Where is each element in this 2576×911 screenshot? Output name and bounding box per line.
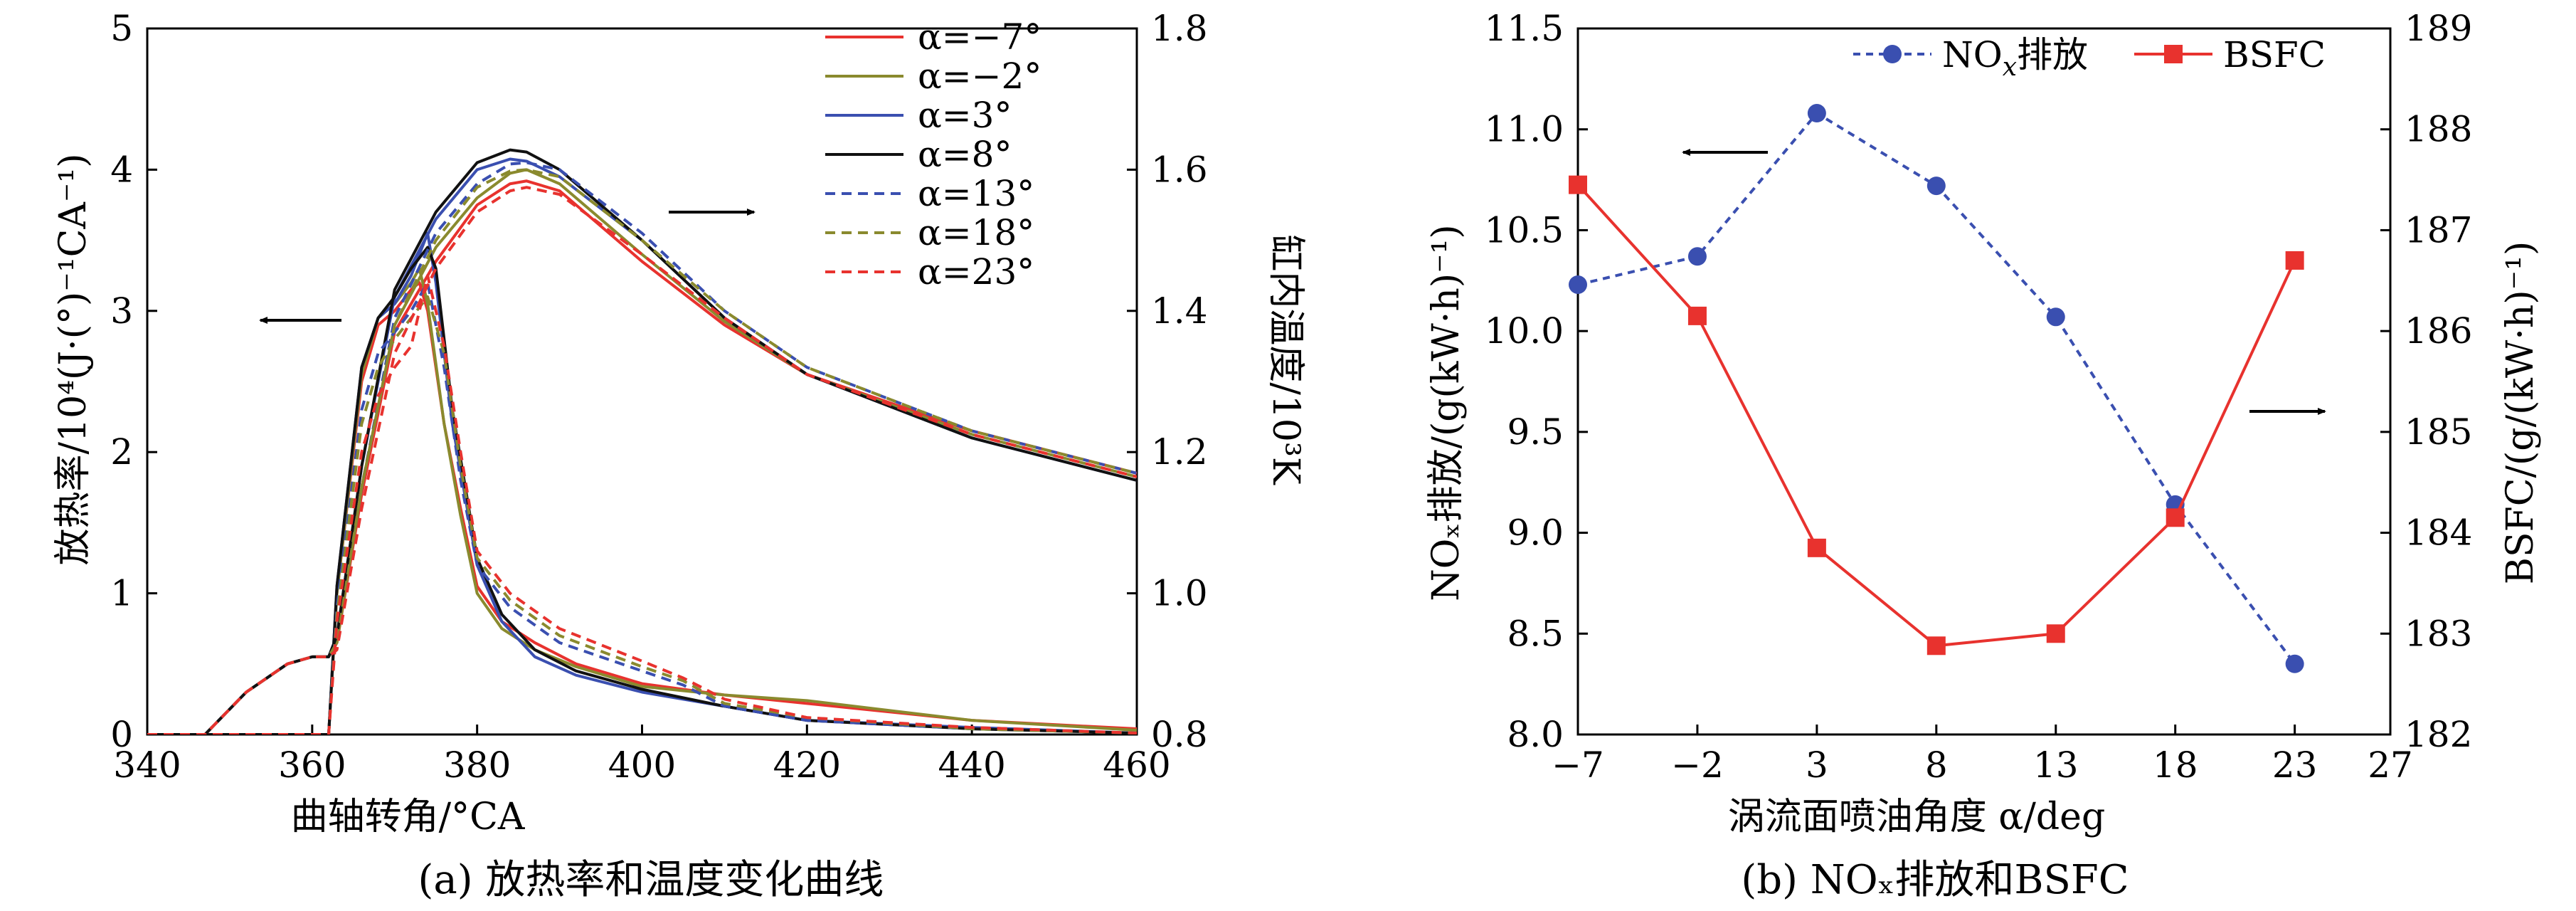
panel-b-ytick-left-label: 10.0 <box>1485 310 1564 352</box>
panel-b-axes <box>1576 27 2392 736</box>
panel-a-series-1-heat-release-line <box>147 281 1137 734</box>
panel-b-bsfc-point <box>1569 175 1587 194</box>
panel-b-ytick-right-label: 186 <box>2405 310 2472 352</box>
panel-a-xtick-label: 440 <box>938 744 1005 786</box>
panel-b-nox-point <box>1569 275 1587 294</box>
panel-b-legend: NOx排放 BSFC <box>1853 34 2326 82</box>
panel-b-frame <box>1576 27 2392 736</box>
panel-b-ytick-right-label: 188 <box>2405 109 2472 150</box>
panel-b-plot-area <box>1569 104 2304 673</box>
panel-a-xtick-label: 360 <box>278 744 346 786</box>
panel-b-ytick-right-label: 182 <box>2405 714 2472 755</box>
panel-a-legend: α=−7°α=−2°α=3°α=8°α=13°α=18°α=23° <box>825 16 1041 293</box>
panel-b-ytick-left-label: 10.5 <box>1485 209 1564 251</box>
panel-b-ytick-left-label: 8.5 <box>1507 613 1564 654</box>
panel-a-plot-area <box>147 148 1137 734</box>
panel-a-legend-label: α=13° <box>918 173 1034 214</box>
panel-a-ytick-left-label: 1 <box>110 573 133 614</box>
panel-a-axes <box>146 27 1138 736</box>
panel-b-xlabel: 涡流面喷油角度 α/deg <box>1728 796 2106 838</box>
panel-b-ylabel-right: BSFC/(g/(kW·h)⁻¹) <box>2499 241 2542 584</box>
panel-a-legend-label: α=−7° <box>918 16 1041 58</box>
panel-a-xtick-label: 380 <box>443 744 511 786</box>
panel-b-series-2-line <box>1576 184 2296 648</box>
panel-b-ytick-right-label: 184 <box>2405 512 2472 554</box>
panel-a-xtick-label: 420 <box>773 744 841 786</box>
panel-b-nox-point <box>2285 654 2304 673</box>
panel-a-series-group <box>147 148 1137 734</box>
panel-b-series-1-line <box>1577 111 2296 665</box>
panel-b-nox-bsfc: −7 −2 3 8 13 18 23 27 8.0 8.5 9.0 9.5 10.0 10.5 11.0 11… <box>1425 8 2542 903</box>
panel-a-series-7-temperature-line <box>147 186 1137 734</box>
panel-a-xlabel: 曲轴转角/°CA <box>291 796 526 838</box>
panel-a-ytick-right-label: 1.0 <box>1151 573 1208 614</box>
panel-b-bsfc-point <box>1926 636 1946 655</box>
panel-a-series-2-heat-release-line <box>147 267 1137 734</box>
panel-a-ytick-right-label: 1.4 <box>1151 290 1208 332</box>
panel-b-ytick-left-label: 9.5 <box>1507 411 1564 453</box>
panel-b-ytick-left-label: 11.5 <box>1485 8 1564 49</box>
panel-b-xtick-label: 13 <box>2033 744 2079 786</box>
panel-b-nox-point <box>2046 307 2065 327</box>
panel-a-legend-label: α=8° <box>918 134 1012 175</box>
panel-a-ytick-left-label: 5 <box>110 8 133 49</box>
panel-a-xtick-label: 400 <box>608 744 676 786</box>
panel-a-ytick-right-label: 1.6 <box>1151 149 1208 190</box>
panel-b-ytick-right-label: 187 <box>2405 209 2472 251</box>
panel-a-xtick-label: 340 <box>113 744 181 786</box>
panel-b-ytick-right-label: 185 <box>2405 411 2472 453</box>
panel-b-ytick-right-label: 183 <box>2405 613 2472 654</box>
panel-b-nox-point <box>1926 177 1946 196</box>
panel-b-xtick-label: −7 <box>1552 744 1604 786</box>
panel-b-nox-point <box>1807 104 1826 123</box>
panel-b-bsfc-point <box>1687 306 1707 325</box>
panel-b-xtick-label: 27 <box>2368 744 2413 786</box>
panel-b-xtick-label: 3 <box>1806 744 1828 786</box>
panel-a-series-3-heat-release-line <box>147 231 1137 734</box>
panel-b-ytick-left-label: 9.0 <box>1507 512 1564 554</box>
panel-a-series-7-heat-release-line <box>147 274 1137 734</box>
panel-b-legend-label: NOx排放 <box>1942 34 2088 82</box>
panel-b-bsfc-point <box>2285 251 2304 270</box>
panel-b-bsfc-point <box>2166 508 2185 527</box>
panel-a-legend-label: α=23° <box>918 251 1034 293</box>
panel-b-bsfc-point <box>1807 538 1826 557</box>
panel-b-nox-point <box>1687 247 1707 266</box>
panel-a-legend-label: α=3° <box>918 95 1012 136</box>
panel-b-legend-marker <box>2164 45 2183 63</box>
panel-b-legend-marker <box>1883 45 1902 63</box>
panel-a-ytick-left-label: 2 <box>110 431 133 473</box>
panel-b-ytick-left-label: 11.0 <box>1485 109 1564 150</box>
panel-b-xtick-label: 23 <box>2272 744 2318 786</box>
panel-b-xtick-label: 8 <box>1925 744 1948 786</box>
panel-a-legend-label: α=18° <box>918 212 1034 253</box>
panel-b-ytick-right-label: 189 <box>2405 8 2472 49</box>
panel-a-ylabel-left: 放热率/10⁴(J·(°)⁻¹CA⁻¹) <box>52 154 95 566</box>
panel-b-ytick-left-label: 8.0 <box>1507 714 1564 755</box>
panel-a-ytick-right-label: 0.8 <box>1151 714 1208 755</box>
panel-b-bsfc-point <box>2046 624 2065 643</box>
panel-a-ytick-right-label: 1.2 <box>1151 431 1208 473</box>
panel-a-xtick-label: 460 <box>1103 744 1170 786</box>
panel-a-series-5-heat-release-line <box>147 281 1137 734</box>
panel-b-ylabel-left: NOₓ排放/(g(kW·h)⁻¹) <box>1425 224 1468 601</box>
panel-b-legend-label: BSFC <box>2223 34 2326 75</box>
panel-b-xtick-label: 18 <box>2153 744 2198 786</box>
panel-a-ytick-left-label: 4 <box>110 149 133 190</box>
panel-a-ytick-left-label: 0 <box>110 714 133 755</box>
panel-a-ylabel-right: 缸内温度/10³K <box>1264 234 1307 485</box>
panel-a-caption: (a) 放热率和温度变化曲线 <box>418 857 884 903</box>
panel-b-tick-labels: −7 −2 3 8 13 18 23 27 8.0 8.5 9.0 9.5 10.0 10.5 11.0 11… <box>1485 8 2473 786</box>
panel-a-ytick-left-label: 3 <box>110 290 133 332</box>
panel-a-heat-release-temperature: 340 360 380 400 420 440 460 0 1 2 3 4 5 0.8 1.0 1.2 1.4 1… <box>52 8 1307 903</box>
panel-b-caption: (b) NOₓ排放和BSFC <box>1741 857 2129 903</box>
panel-b-xtick-label: −2 <box>1671 744 1724 786</box>
panel-a-ytick-right-label: 1.8 <box>1151 8 1208 49</box>
panel-a-series-6-heat-release-line <box>147 295 1137 734</box>
panel-a-legend-label: α=−2° <box>918 56 1041 97</box>
panel-a-tick-labels: 340 360 380 400 420 440 460 0 1 2 3 4 5 0.8 1.0 1.2 1.4 1… <box>110 8 1207 786</box>
